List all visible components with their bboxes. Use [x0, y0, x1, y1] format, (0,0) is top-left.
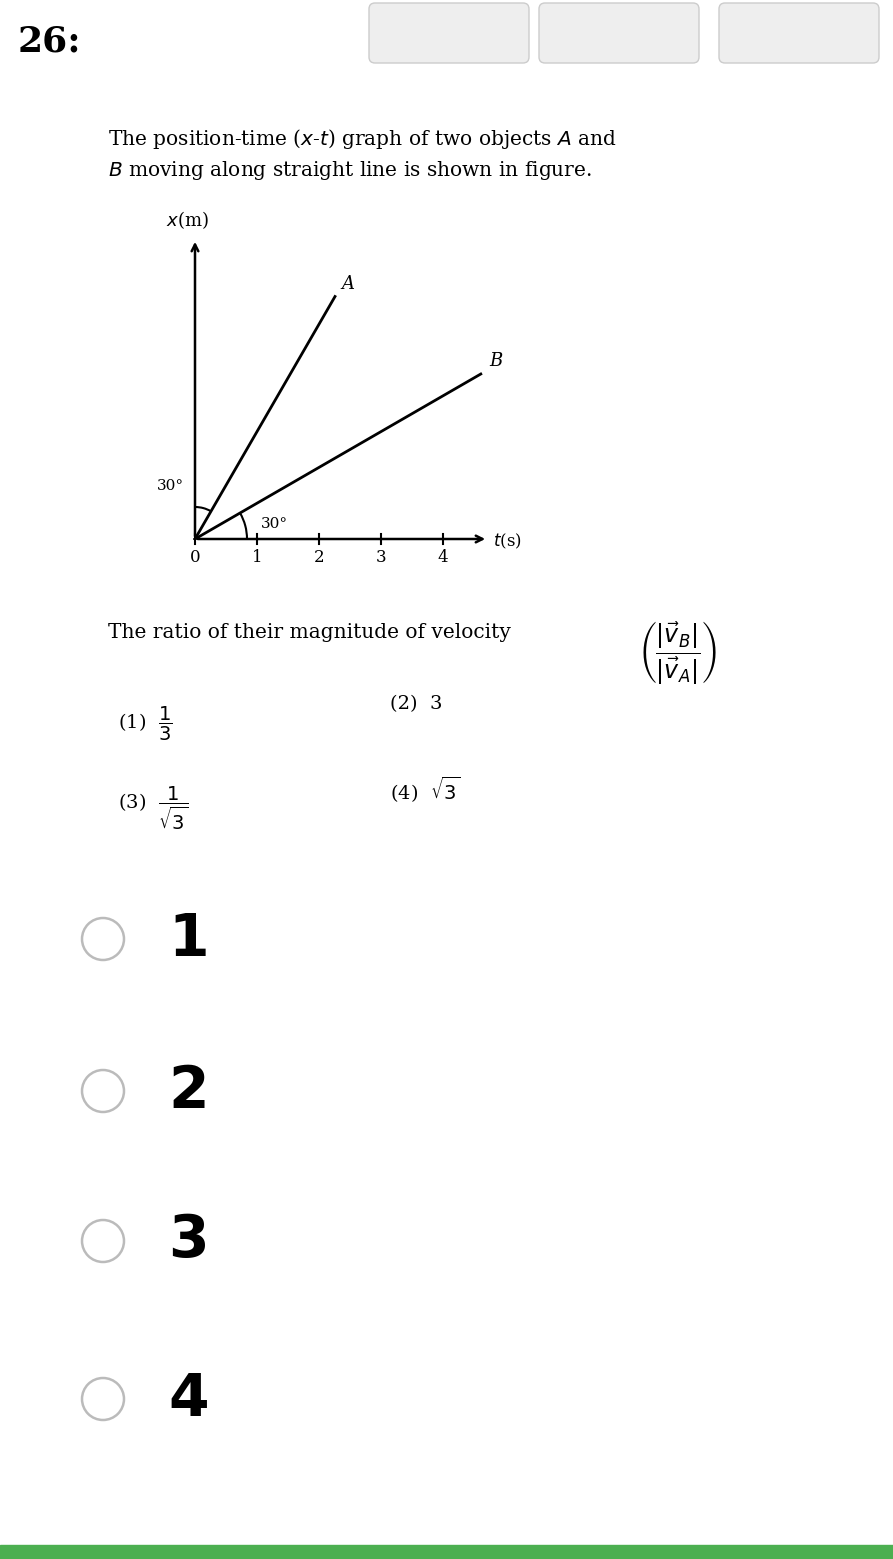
Text: (3)  $\dfrac{1}{\sqrt{3}}$: (3) $\dfrac{1}{\sqrt{3}}$: [118, 786, 188, 833]
Text: 1: 1: [252, 549, 263, 566]
FancyBboxPatch shape: [719, 3, 879, 62]
Text: 2: 2: [313, 549, 324, 566]
Text: (1)  $\dfrac{1}{3}$: (1) $\dfrac{1}{3}$: [118, 705, 172, 744]
Bar: [0, 1545, 893, 1559]
Text: 30°: 30°: [156, 480, 183, 494]
Text: $B$ moving along straight line is shown in figure.: $B$ moving along straight line is shown …: [108, 159, 592, 182]
Text: 0: 0: [189, 549, 200, 566]
Circle shape: [82, 918, 124, 960]
Text: 3: 3: [376, 549, 387, 566]
Text: The ratio of their magnitude of velocity: The ratio of their magnitude of velocity: [108, 624, 511, 642]
Text: 2: 2: [168, 1063, 209, 1119]
FancyBboxPatch shape: [369, 3, 529, 62]
FancyBboxPatch shape: [539, 3, 699, 62]
Text: 4: 4: [168, 1370, 209, 1428]
Circle shape: [82, 1069, 124, 1112]
Text: $t$(s): $t$(s): [493, 532, 522, 550]
Text: 30°: 30°: [261, 518, 288, 532]
Text: A: A: [341, 274, 354, 293]
Text: 26:: 26:: [18, 23, 81, 58]
Text: 3: 3: [168, 1213, 209, 1269]
Text: (2)  3: (2) 3: [390, 695, 443, 712]
Text: $x$(m): $x$(m): [165, 209, 208, 231]
Circle shape: [82, 1221, 124, 1261]
Text: $\left(\dfrac{|\vec{v}_B|}{|\vec{v}_A|}\right)$: $\left(\dfrac{|\vec{v}_B|}{|\vec{v}_A|}\…: [640, 619, 717, 686]
Text: The position-time ($x$-$t$) graph of two objects $A$ and: The position-time ($x$-$t$) graph of two…: [108, 126, 616, 151]
Text: 1: 1: [168, 910, 209, 968]
Text: 4: 4: [438, 549, 448, 566]
Circle shape: [82, 1378, 124, 1420]
Text: B: B: [488, 352, 502, 369]
Text: (4)  $\sqrt{3}$: (4) $\sqrt{3}$: [390, 775, 461, 804]
